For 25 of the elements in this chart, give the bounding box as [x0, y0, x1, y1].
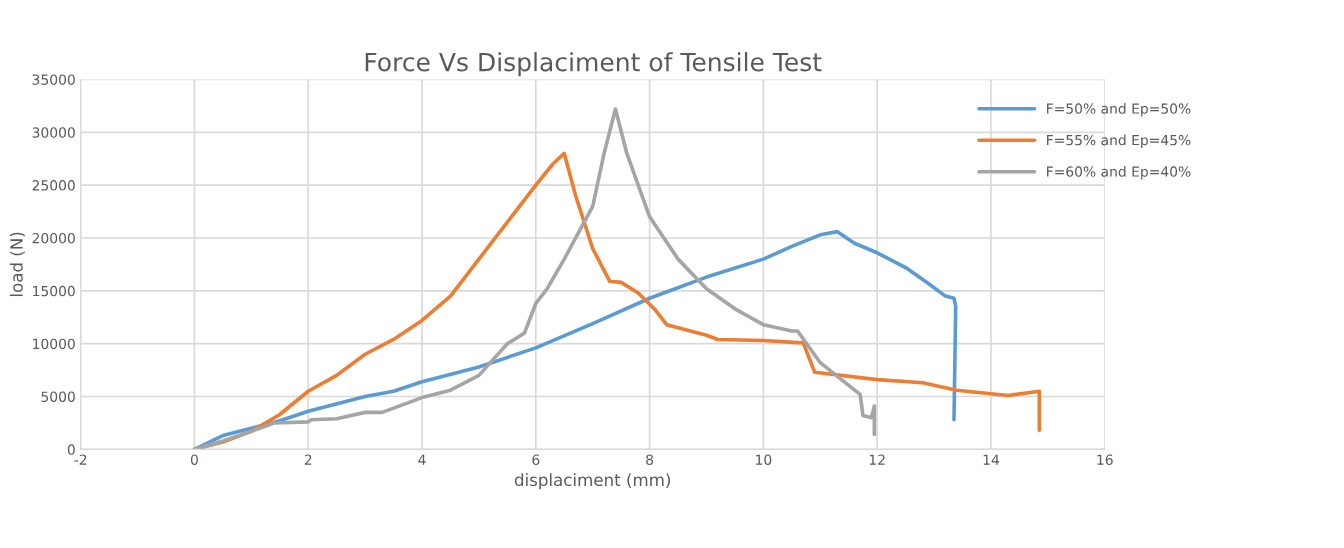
x-tick-label: -2: [74, 454, 87, 465]
chart-title: Force Vs Displaciment of Tensile Test: [365, 52, 822, 77]
y-tick-label: 35000: [32, 74, 75, 85]
legend-label: F=60% and Ep=40%: [1047, 166, 1191, 180]
y-tick-label: 15000: [33, 285, 75, 297]
y-tick-label: 5000: [41, 391, 75, 402]
y-tick-label: 0: [67, 444, 75, 455]
y-tick-label: 25000: [32, 180, 75, 191]
legend-label: F=50% and Ep=50%: [1047, 103, 1191, 117]
y-axis-title: load (N): [9, 232, 25, 297]
x-tick-label: 4: [418, 454, 426, 465]
x-tick-label: 6: [532, 454, 540, 465]
x-tick-label: 12: [869, 454, 885, 465]
x-tick-label: 8: [646, 454, 654, 465]
line-series: [192, 107, 877, 450]
y-tick-label: 10000: [33, 338, 75, 350]
x-tick-label: 16: [1097, 454, 1113, 465]
legend-label: F=55% and Ep=45%: [1047, 134, 1191, 148]
x-axis-title: displaciment (mm): [514, 473, 671, 490]
y-tick-label: 20000: [32, 232, 75, 244]
x-tick-label: 0: [190, 454, 198, 465]
y-tick-label: 30000: [32, 127, 75, 138]
x-tick-label: 14: [983, 454, 1000, 465]
x-tick-label: 2: [304, 454, 312, 465]
x-tick-label: 10: [756, 454, 772, 465]
